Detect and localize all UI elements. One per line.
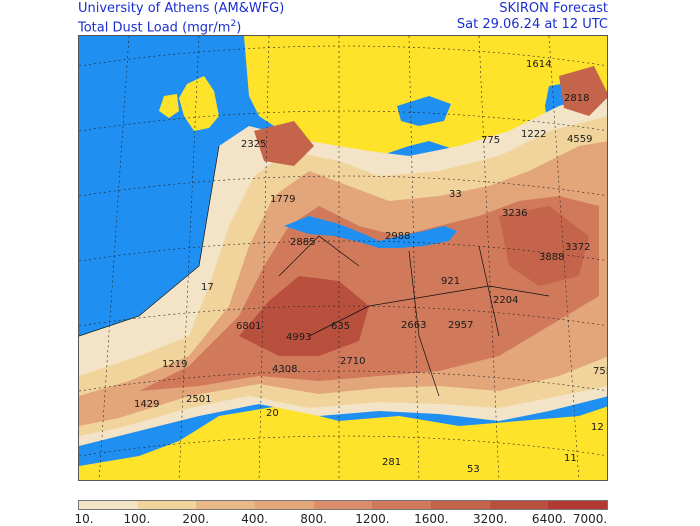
legend-swatch: [255, 501, 314, 509]
graticule: [79, 36, 607, 480]
dust-value-label: 2663: [401, 320, 427, 331]
dust-value-label: 1429: [134, 399, 160, 410]
land-ireland: [159, 94, 179, 118]
dust-plume-core: [239, 276, 369, 356]
legend-tick-label: 3200.: [473, 512, 508, 526]
dust-value-label: 11: [564, 453, 577, 464]
legend-tick-label: 200.: [182, 512, 210, 526]
legend-tick-label: 100.: [123, 512, 151, 526]
legend-tick-label: 10.: [74, 512, 94, 526]
legend-tick-label: 1200.: [355, 512, 390, 526]
mediterranean-sea: [284, 216, 457, 248]
dust-value-label: 4559: [567, 134, 593, 145]
legend-swatch: [313, 501, 373, 509]
dust-value-label: 17: [201, 282, 214, 293]
variable-text: Total Dust Load (mgr/m: [78, 20, 231, 36]
dust-value-label: 2885: [290, 237, 316, 248]
dust-value-label: 775: [481, 135, 501, 146]
dust-value-label: 3236: [502, 208, 528, 219]
dust-value-label: 1614: [526, 59, 552, 70]
dust-value-label: 6801: [236, 321, 262, 332]
dust-map: 1614 2818 2325 1222 4559 775 1779 33 3236 2885 298…: [78, 35, 608, 481]
dust-value-label: 755: [593, 366, 607, 377]
dust-value-label: 2501: [186, 394, 212, 405]
dust-plume-core-ne: [559, 66, 607, 116]
product-title: SKIRON Forecast: [499, 1, 608, 16]
legend-swatch: [548, 501, 608, 509]
land-africa-south: [79, 406, 607, 480]
dust-value-label: 635: [331, 321, 351, 332]
legend-swatch: [489, 501, 549, 509]
variable-title: Total Dust Load (mgr/m2): [78, 17, 241, 35]
dust-value-label: 20: [266, 408, 279, 419]
black-sea: [397, 96, 451, 126]
dust-value-label: 53: [467, 464, 480, 475]
dust-value-label: 2988: [385, 231, 411, 242]
dust-value-label: 2818: [564, 93, 590, 104]
legend-swatch: [372, 501, 432, 509]
dust-value-label: 2710: [340, 356, 366, 367]
variable-superscript: 2: [230, 19, 237, 29]
dust-value-label: 4308: [272, 364, 298, 375]
dust-value-label: 2325: [241, 139, 267, 150]
forecast-datetime: Sat 29.06.24 at 12 UTC: [456, 17, 608, 32]
legend-swatch: [196, 501, 256, 509]
dust-value-label: 33: [449, 189, 462, 200]
dust-value-label: 921: [441, 276, 461, 287]
dust-value-label: 2204: [493, 295, 519, 306]
legend-swatch: [137, 501, 197, 509]
institution-title: University of Athens (AM&WFG): [78, 1, 285, 16]
land-scandinavia: [264, 36, 294, 61]
dust-value-label: 4993: [286, 332, 312, 343]
dust-value-label: 1779: [270, 194, 296, 205]
legend-tick-label: 800.: [300, 512, 327, 526]
dust-value-label: 12: [591, 422, 604, 433]
map-canvas: [79, 36, 607, 480]
dust-value-label: 1222: [521, 129, 547, 140]
land-europe: [244, 36, 607, 156]
borders: [79, 145, 550, 397]
legend-tick-label: 7000.: [572, 512, 608, 526]
legend-tick-label: 6400.: [531, 512, 567, 526]
dust-value-label: 2957: [448, 320, 474, 331]
variable-text-end: ): [236, 20, 242, 36]
color-legend: [78, 500, 608, 510]
legend-swatch: [431, 501, 490, 509]
dust-plume-core-east: [499, 206, 589, 286]
dust-value-label: 3888: [539, 252, 565, 263]
dust-value-label: 3372: [565, 242, 591, 253]
dust-plume-core-north: [254, 121, 314, 166]
legend-tick-label: 1600.: [414, 512, 449, 526]
dust-value-label: 281: [382, 457, 402, 468]
legend-swatch: [79, 501, 138, 509]
dust-value-label: 1219: [162, 359, 188, 370]
land-uk: [179, 76, 219, 131]
legend-tick-label: 400.: [241, 512, 269, 526]
